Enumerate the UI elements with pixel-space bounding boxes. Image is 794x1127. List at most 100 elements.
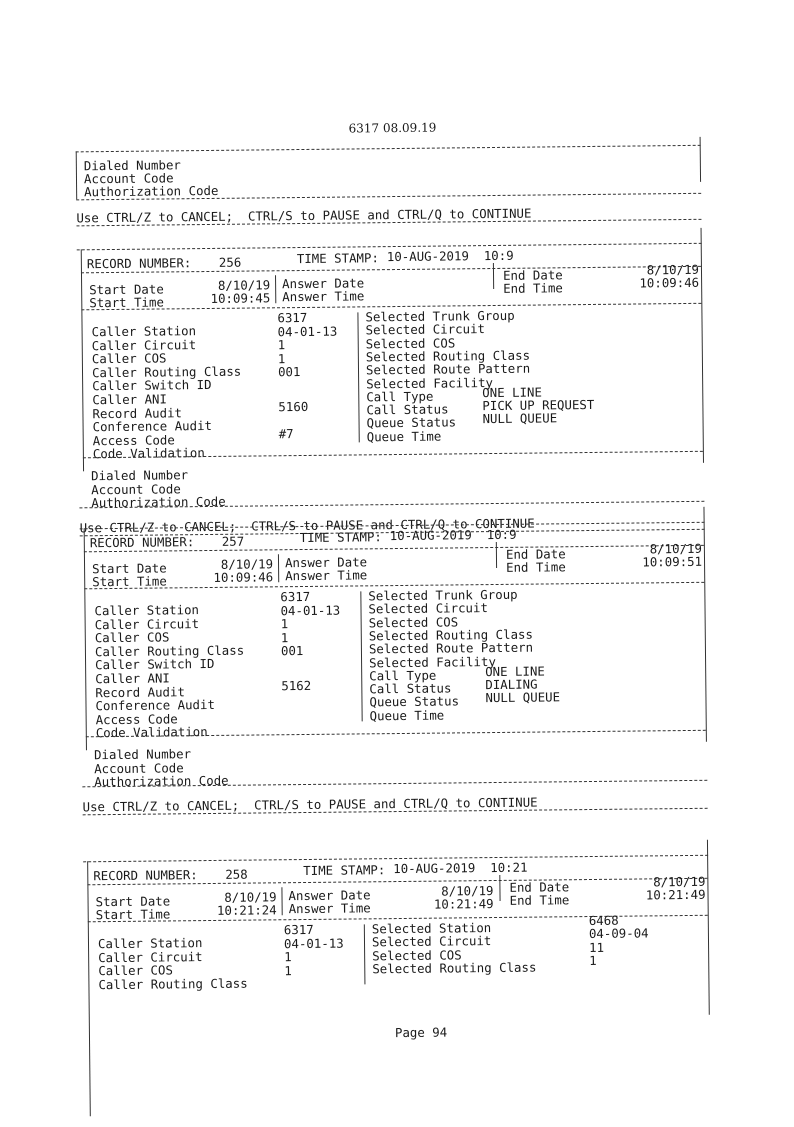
page-header: 6317 08.09.19 <box>348 120 437 136</box>
answer-time-label: Answer Time <box>288 900 371 917</box>
caller-field-label: Caller Station <box>97 935 203 952</box>
caller-field-value: 04-01-13 <box>277 323 338 339</box>
vertical-divider <box>281 887 283 916</box>
end-time-value: 10:21:49 <box>645 886 706 903</box>
selected-field-label: Selected Circuit <box>368 600 488 617</box>
vertical-divider <box>700 227 704 463</box>
vertical-divider <box>87 861 91 1117</box>
caller-field-value: 6317 <box>277 309 308 326</box>
caller-field-label: Code Validation <box>95 724 208 741</box>
time-stamp-value: 10-AUG-2019 10:21 <box>393 859 528 877</box>
caller-field-label: Caller Circuit <box>91 336 197 353</box>
selected-field-label: Selected Route Pattern <box>365 360 531 378</box>
record-number-value: 257 <box>221 533 245 549</box>
selected-field-value: 04-09-04 <box>588 925 649 942</box>
caller-field-label: Caller Routing Class <box>98 975 248 992</box>
caller-field-label: Caller COS <box>94 629 170 646</box>
start-time-value: 10:21:24 <box>216 902 277 918</box>
start-time-label: Start Time <box>89 294 164 311</box>
selected-field-value: NULL QUEUE <box>482 410 558 427</box>
caller-field-label: Caller Routing Class <box>94 642 245 659</box>
dashed-divider <box>75 144 701 153</box>
selected-field-label: Selected Route Pattern <box>368 639 534 657</box>
start-time-value: 10:09:45 <box>210 290 271 306</box>
selected-field-label: Queue Status <box>366 414 457 431</box>
caller-field-label: Caller Switch ID <box>95 656 215 673</box>
vertical-divider <box>706 839 710 1015</box>
page-number: Page 94 <box>394 1024 448 1041</box>
time-stamp-label: TIME STAMP: <box>299 529 382 546</box>
vertical-divider <box>499 874 501 901</box>
caller-field-label: Caller COS <box>98 962 173 979</box>
caller-field-label: Caller ANI <box>92 391 167 408</box>
caller-field-value: 001 <box>277 364 301 380</box>
caller-field-value: 1 <box>280 616 289 632</box>
vertical-divider <box>703 506 707 742</box>
caller-field-value: 1 <box>277 350 286 367</box>
caller-field-label: Caller Routing Class <box>91 363 242 381</box>
answer-time-label: Answer Time <box>285 567 368 584</box>
answer-time-value: 10:21:49 <box>433 896 494 912</box>
selected-field-label: Queue Time <box>366 428 442 445</box>
end-time-label: End Time <box>506 559 566 575</box>
dialed-field-label: Dialed Number <box>93 746 192 763</box>
caller-field-label: Caller Station <box>91 323 197 340</box>
caller-field-value: 6317 <box>280 588 311 605</box>
vertical-divider <box>495 541 498 568</box>
caller-field-label: Caller ANI <box>95 670 170 687</box>
time-stamp-value: 10-AUG-2019 10:9 <box>389 526 517 544</box>
end-time-value: 10:09:51 <box>642 553 703 570</box>
selected-field-label: Selected Circuit <box>365 321 486 338</box>
selected-field-label: Queue Status <box>369 693 460 710</box>
vertical-divider <box>75 151 78 200</box>
vertical-divider <box>699 136 702 182</box>
caller-field-value: 001 <box>280 643 304 659</box>
caller-field-label: Caller Station <box>94 602 200 619</box>
start-time-label: Start Time <box>92 573 167 590</box>
caller-field-label: Conference Audit <box>95 697 215 714</box>
vertical-divider <box>275 275 277 304</box>
record-number-value: 256 <box>218 254 242 270</box>
dialed-field-label: Dialed Number <box>91 467 189 484</box>
caller-field-label: Caller Switch ID <box>92 377 212 394</box>
selected-field-label: Selected Routing Class <box>372 959 537 977</box>
caller-field-value: 1 <box>284 949 292 965</box>
selected-field-label: Queue Time <box>369 707 445 724</box>
end-time-label: End Time <box>503 280 563 296</box>
vertical-divider <box>357 312 360 443</box>
caller-field-label: Caller Circuit <box>94 615 200 632</box>
selected-field-value: NULL QUEUE <box>485 689 561 706</box>
end-time-label: End Time <box>509 892 570 908</box>
caller-field-value: 5160 <box>278 398 309 414</box>
caller-field-label: Conference Audit <box>92 418 213 435</box>
caller-field-value: 5162 <box>281 677 312 693</box>
selected-field-label: Selected Circuit <box>371 933 492 950</box>
vertical-divider <box>83 528 87 751</box>
caller-field-value: 6317 <box>283 921 314 938</box>
record-number-label: RECORD NUMBER: <box>89 534 195 551</box>
selected-field-value: 11 <box>588 939 605 955</box>
time-stamp-label: TIME STAMP: <box>303 862 386 879</box>
record-number-value: 258 <box>225 866 248 882</box>
caller-field-value: 1 <box>277 337 286 353</box>
caller-field-value: 04-01-13 <box>283 935 344 951</box>
caller-field-label: Caller Circuit <box>98 948 203 965</box>
vertical-divider <box>492 263 495 290</box>
selected-field-value: 1 <box>589 952 597 968</box>
start-time-label: Start Time <box>95 906 171 923</box>
answer-time-label: Answer Time <box>282 288 365 305</box>
caller-field-value: 04-01-13 <box>280 602 341 618</box>
vertical-divider <box>363 924 366 985</box>
caller-field-value: 1 <box>280 629 289 646</box>
start-time-value: 10:09:46 <box>213 569 274 585</box>
record-number-label: RECORD NUMBER: <box>93 867 198 884</box>
end-time-value: 10:09:46 <box>639 274 700 291</box>
caller-field-value: 1 <box>284 962 292 979</box>
time-stamp-value: 10-AUG-2019 10:9 <box>386 247 514 265</box>
selected-field-value: 6468 <box>588 912 619 929</box>
caller-field-label: Caller COS <box>91 350 167 367</box>
record-number-label: RECORD NUMBER: <box>86 255 192 272</box>
time-stamp-label: TIME STAMP: <box>296 250 379 267</box>
vertical-divider <box>360 591 363 722</box>
